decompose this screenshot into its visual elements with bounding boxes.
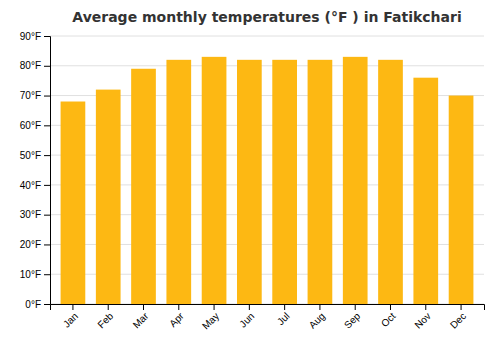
grid-line [50,36,484,37]
plot: Jan Feb Mar Apr May Jun Jul Aug Sep Oct Nov Dec 0°F 1… [20,31,485,332]
x-tick-label: Jan [61,310,80,329]
x-tick-label: Feb [95,310,115,330]
x-tick-label: Apr [167,310,186,329]
y-tick: 30°F [20,209,50,220]
x-tick: Dec [448,304,468,331]
bar [131,69,156,304]
y-tick-label: 0°F [25,299,41,310]
grid [50,36,484,304]
bar [378,60,403,304]
y-tick: 10°F [20,269,50,280]
x-tick: Jun [237,304,256,330]
x-tick: Mar [131,304,151,330]
y-tick-label: 80°F [20,60,41,71]
x-tick: Apr [167,304,186,329]
y-tick-mark [44,185,50,186]
x-tick-mark [284,304,285,310]
y-tick: 80°F [20,60,50,71]
chart-container: Jan Feb Mar Apr May Jun Jul Aug Sep Oct Nov Dec 0°F 1… [0,0,500,350]
y-tick-label: 20°F [20,239,41,250]
x-tick: Jan [61,304,80,330]
y-axis-line [44,37,51,305]
y-tick-mark [44,96,50,97]
bar [308,60,333,304]
x-tick-label: May [200,310,221,331]
x-tick: May [200,304,221,332]
y-tick-label: 70°F [20,90,41,101]
x-tick: Oct [379,304,398,329]
y-tick: 40°F [20,180,50,191]
x-tick: Nov [412,304,432,331]
grid-line [50,65,484,66]
x-tick-label: Nov [412,310,432,330]
x-tick-mark [319,304,320,310]
y-tick: 0°F [25,299,50,310]
y-tick-mark [44,274,50,275]
x-tick-mark [249,304,250,310]
y-tick-mark [44,304,50,305]
y-tick: 60°F [20,120,50,131]
y-axis: 0°F 10°F 20°F 30°F 40°F 50°F 60°F 70°F 80°F 90°F [20,31,51,310]
y-tick-mark [44,36,50,37]
x-tick: Sep [342,304,363,331]
x-tick-label: Aug [307,310,327,330]
x-tick-mark [355,304,356,310]
y-tick-label: 50°F [20,150,41,161]
y-tick-mark [44,244,50,245]
bar [96,90,121,304]
bar [166,60,191,304]
y-tick-label: 10°F [20,269,41,280]
title: Average monthly temperatures (°F ) in Fa… [72,9,461,25]
bar [449,96,474,304]
y-tick-label: 30°F [20,209,41,220]
bars [61,57,474,304]
x-tick-mark [178,304,179,310]
x-tick-label: Jun [237,310,256,329]
x-tick-mark [390,304,391,310]
x-tick-mark [143,304,144,310]
x-tick-mark [425,304,426,310]
y-tick: 50°F [20,150,50,161]
x-tick-label: Jul [275,310,292,327]
bar [61,102,86,304]
bar [237,60,262,304]
x-tick-label: Dec [448,310,468,330]
x-axis-line [51,305,485,311]
bar [202,57,227,304]
x-tick: Jul [275,304,292,327]
bar [413,78,438,304]
y-tick-label: 40°F [20,180,41,191]
y-tick-label: 60°F [20,120,41,131]
x-tick: Aug [307,304,327,331]
y-tick-label: 90°F [20,31,41,42]
x-tick-label: Sep [342,310,363,331]
bar [272,60,297,304]
y-tick: 20°F [20,239,50,250]
y-tick-mark [44,66,50,67]
x-axis: Jan Feb Mar Apr May Jun Jul Aug Sep Oct Nov Dec [51,304,485,332]
x-tick-label: Oct [379,310,398,329]
y-tick-mark [44,125,50,126]
y-tick-mark [44,215,50,216]
x-tick-label: Mar [131,310,151,330]
x-tick: Feb [95,304,115,330]
y-tick-mark [44,155,50,156]
y-tick: 90°F [20,31,50,42]
chart-svg: Jan Feb Mar Apr May Jun Jul Aug Sep Oct Nov Dec 0°F 1… [0,0,500,350]
bar [343,57,368,304]
x-tick-mark [214,304,215,310]
x-tick-mark [461,304,462,310]
x-tick-mark [72,304,73,310]
x-tick-mark [108,304,109,310]
y-tick: 70°F [20,90,50,101]
